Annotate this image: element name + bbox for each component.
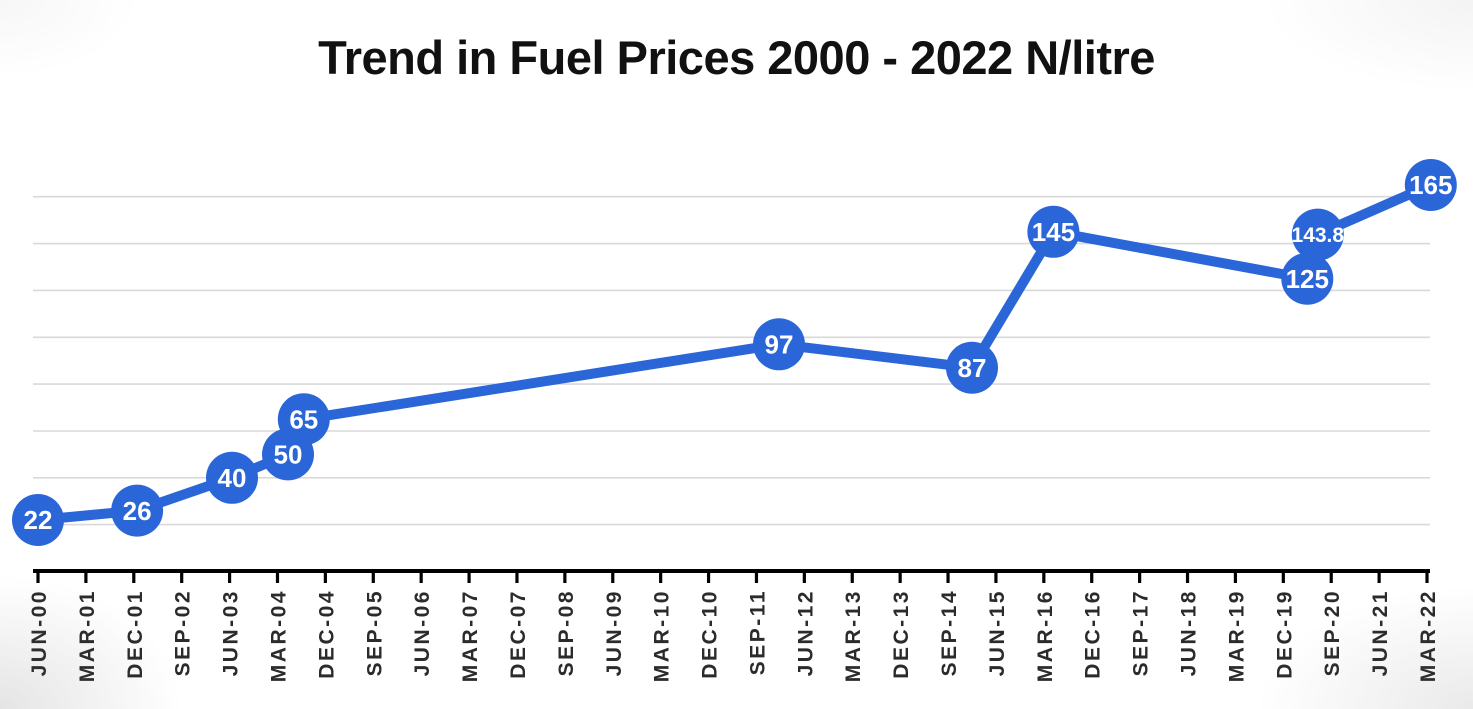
x-axis-tick-label: JUN-18 bbox=[1178, 589, 1201, 676]
data-point-marker bbox=[206, 451, 258, 504]
data-point-50: 50 bbox=[262, 428, 314, 481]
x-axis-tick-label: MAR-01 bbox=[76, 589, 99, 682]
x-axis-tick-label: JUN-06 bbox=[411, 589, 434, 676]
data-point-value-label: 145 bbox=[1032, 217, 1075, 247]
x-axis-tick-label: JUN-12 bbox=[794, 589, 817, 676]
x-axis-tick-label: DEC-01 bbox=[124, 589, 147, 679]
data-point-value-label: 87 bbox=[958, 353, 987, 383]
chart-title: Trend in Fuel Prices 2000 - 2022 N/litre bbox=[318, 31, 1155, 84]
data-point-marker bbox=[1027, 205, 1080, 258]
data-point-value-label: 26 bbox=[123, 496, 152, 526]
x-axis-tick-label: DEC-07 bbox=[507, 589, 530, 679]
data-point-value-label: 50 bbox=[274, 440, 303, 470]
data-point-marker bbox=[111, 484, 164, 537]
x-axis-tick-label: DEC-13 bbox=[890, 589, 913, 679]
x-axis-tick-label: DEC-10 bbox=[699, 589, 722, 679]
data-point-marker bbox=[946, 341, 998, 394]
x-axis-tick-label: SEP-14 bbox=[938, 589, 961, 676]
x-axis-tick-label: SEP-11 bbox=[747, 589, 770, 675]
data-point-145: 145 bbox=[1027, 205, 1080, 258]
x-axis-tick-label: MAR-04 bbox=[268, 589, 291, 682]
x-axis-tick-label: SEP-02 bbox=[172, 589, 195, 676]
x-axis-tick-label: DEC-19 bbox=[1273, 589, 1296, 679]
data-point-165: 165 bbox=[1404, 159, 1457, 211]
x-axis-tick-label: SEP-05 bbox=[363, 589, 386, 676]
x-axis-tick-label: SEP-17 bbox=[1130, 589, 1153, 676]
x-axis-tick-label: MAR-07 bbox=[459, 589, 482, 682]
data-point-value-label: 22 bbox=[24, 505, 53, 535]
x-axis-tick-label: JUN-15 bbox=[986, 589, 1009, 676]
x-axis-tick-label: MAR-13 bbox=[842, 589, 865, 682]
data-point-value-label: 40 bbox=[218, 463, 247, 493]
x-axis-tick-label: JUN-21 bbox=[1369, 589, 1392, 676]
data-point-marker bbox=[12, 494, 64, 546]
data-point-22: 22 bbox=[12, 494, 64, 546]
x-axis-tick-label: JUN-09 bbox=[603, 589, 626, 676]
x-axis-tick-label: SEP-08 bbox=[555, 589, 578, 676]
data-point-value-label: 97 bbox=[765, 330, 794, 360]
x-axis-tick-label: JUN-00 bbox=[28, 589, 51, 676]
data-point-marker bbox=[753, 318, 805, 371]
data-point-40: 40 bbox=[206, 451, 258, 504]
data-point-value-label: 125 bbox=[1286, 264, 1329, 294]
x-axis-tick-label: MAR-16 bbox=[1034, 589, 1057, 682]
data-point-value-label: 143.8 bbox=[1292, 224, 1345, 247]
x-axis-tick-label: MAR-19 bbox=[1225, 589, 1248, 682]
data-point-marker bbox=[1291, 208, 1344, 261]
x-axis-tick-label: JUN-03 bbox=[220, 589, 243, 676]
x-axis-tick-label: DEC-16 bbox=[1082, 589, 1105, 679]
data-point-97: 97 bbox=[753, 318, 805, 371]
data-point-marker bbox=[262, 428, 314, 481]
data-point-marker bbox=[1404, 159, 1457, 211]
data-point-26: 26 bbox=[111, 484, 164, 537]
data-point-125: 125 bbox=[1281, 252, 1334, 305]
x-axis-tick-label: MAR-10 bbox=[651, 589, 674, 682]
x-axis-tick-label: SEP-20 bbox=[1321, 589, 1344, 676]
data-point-value-label: 165 bbox=[1409, 170, 1452, 200]
data-point-marker bbox=[1281, 252, 1334, 305]
x-axis-tick-label: MAR-22 bbox=[1417, 589, 1440, 682]
data-point-87: 87 bbox=[946, 341, 998, 394]
x-axis-tick-label: DEC-04 bbox=[315, 589, 338, 679]
data-point-143.8: 143.8 bbox=[1291, 208, 1345, 261]
